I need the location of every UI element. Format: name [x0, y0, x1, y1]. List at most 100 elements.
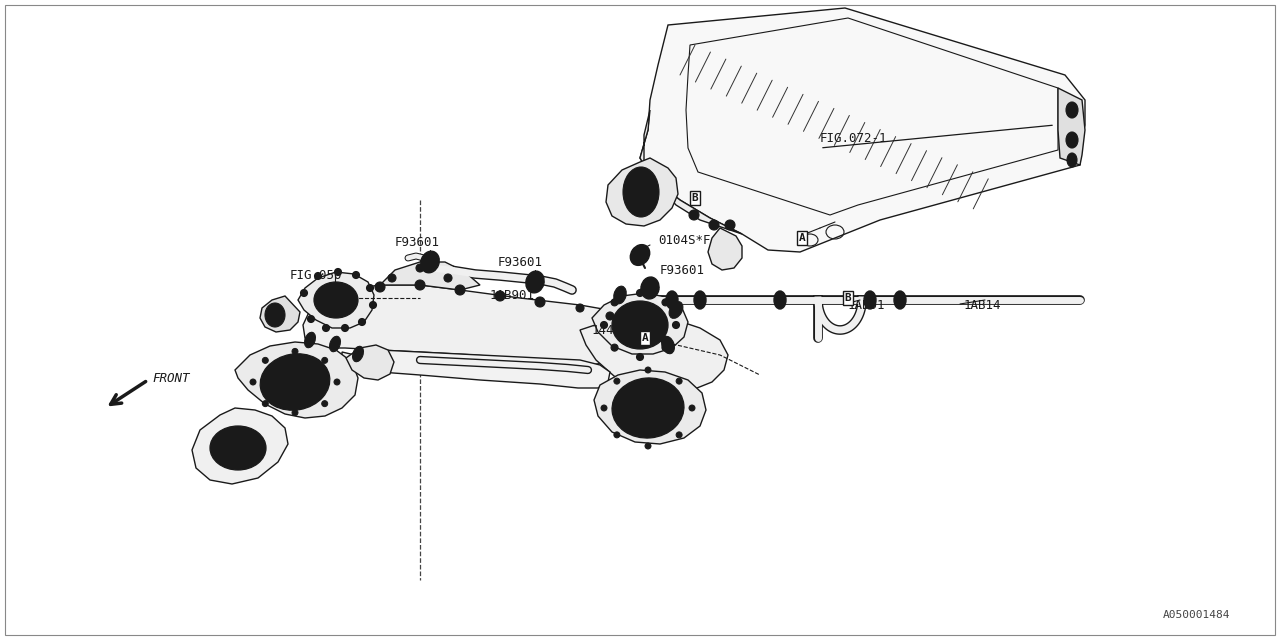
Circle shape [535, 297, 545, 307]
Ellipse shape [612, 301, 668, 349]
Polygon shape [605, 158, 678, 226]
Circle shape [628, 321, 636, 329]
Text: A: A [799, 233, 805, 243]
Polygon shape [380, 262, 480, 290]
Circle shape [315, 273, 321, 280]
Polygon shape [580, 315, 728, 393]
Polygon shape [593, 293, 689, 354]
Polygon shape [298, 272, 374, 328]
Ellipse shape [694, 291, 707, 309]
Polygon shape [192, 408, 288, 484]
Ellipse shape [864, 291, 876, 309]
Circle shape [614, 378, 620, 384]
Text: F93601: F93601 [660, 264, 705, 276]
Text: FIG.072-1: FIG.072-1 [820, 132, 887, 145]
Ellipse shape [260, 354, 330, 410]
Ellipse shape [305, 332, 315, 348]
Text: B: B [691, 193, 699, 203]
Text: FIG.050: FIG.050 [291, 269, 343, 282]
Circle shape [611, 344, 618, 351]
Ellipse shape [265, 303, 285, 327]
Ellipse shape [623, 167, 659, 217]
Text: A050001484: A050001484 [1162, 610, 1230, 620]
Ellipse shape [1066, 102, 1078, 118]
Circle shape [576, 304, 584, 312]
Polygon shape [640, 110, 742, 234]
Circle shape [388, 274, 396, 282]
Ellipse shape [689, 210, 699, 220]
Circle shape [689, 405, 695, 411]
Circle shape [292, 410, 298, 415]
Circle shape [262, 401, 269, 406]
Circle shape [340, 287, 349, 297]
Circle shape [645, 367, 652, 373]
Ellipse shape [210, 426, 266, 470]
Ellipse shape [329, 336, 340, 352]
Circle shape [672, 321, 680, 328]
Ellipse shape [666, 291, 678, 309]
Circle shape [645, 443, 652, 449]
Circle shape [375, 282, 385, 292]
Text: A: A [641, 333, 649, 343]
Circle shape [662, 299, 669, 306]
Circle shape [636, 353, 644, 360]
Circle shape [602, 405, 607, 411]
Circle shape [323, 324, 329, 332]
Circle shape [636, 289, 644, 296]
Ellipse shape [774, 291, 786, 309]
Circle shape [334, 269, 342, 275]
Circle shape [250, 379, 256, 385]
Text: 14465: 14465 [593, 323, 630, 337]
Circle shape [676, 378, 682, 384]
Ellipse shape [314, 282, 358, 318]
Ellipse shape [352, 346, 364, 362]
Circle shape [662, 344, 669, 351]
Polygon shape [342, 350, 611, 388]
Circle shape [342, 324, 348, 332]
Circle shape [334, 379, 340, 385]
Circle shape [495, 291, 506, 301]
Polygon shape [346, 345, 394, 380]
Ellipse shape [641, 277, 659, 299]
Circle shape [605, 312, 614, 320]
Text: FRONT: FRONT [152, 371, 189, 385]
Text: F93601: F93601 [498, 255, 543, 269]
Ellipse shape [662, 336, 675, 354]
Polygon shape [236, 342, 358, 418]
Polygon shape [1059, 88, 1085, 165]
Polygon shape [260, 296, 300, 332]
Polygon shape [594, 370, 707, 444]
Circle shape [358, 319, 366, 326]
Polygon shape [303, 285, 645, 365]
Circle shape [352, 271, 360, 278]
Circle shape [262, 357, 269, 364]
Text: 1AB91: 1AB91 [849, 298, 886, 312]
Ellipse shape [612, 378, 684, 438]
Text: 1AB14: 1AB14 [964, 298, 1001, 312]
Ellipse shape [669, 301, 682, 318]
Circle shape [444, 274, 452, 282]
Polygon shape [708, 228, 742, 270]
Ellipse shape [421, 252, 439, 273]
Ellipse shape [1068, 153, 1076, 167]
Circle shape [415, 280, 425, 290]
Circle shape [321, 401, 328, 406]
Circle shape [611, 299, 618, 306]
Circle shape [416, 264, 424, 272]
Ellipse shape [630, 244, 650, 266]
Text: 0104S*F: 0104S*F [658, 234, 710, 246]
Circle shape [366, 285, 374, 291]
Ellipse shape [724, 220, 735, 230]
Circle shape [301, 289, 307, 296]
Circle shape [370, 301, 376, 308]
Ellipse shape [613, 286, 626, 304]
Ellipse shape [709, 220, 719, 230]
Circle shape [676, 432, 682, 438]
Text: 1AB901: 1AB901 [490, 289, 535, 301]
Text: B: B [845, 293, 851, 303]
Ellipse shape [1066, 132, 1078, 148]
Ellipse shape [526, 271, 544, 293]
Circle shape [321, 357, 328, 364]
Text: F93601: F93601 [396, 236, 440, 248]
Ellipse shape [893, 291, 906, 309]
